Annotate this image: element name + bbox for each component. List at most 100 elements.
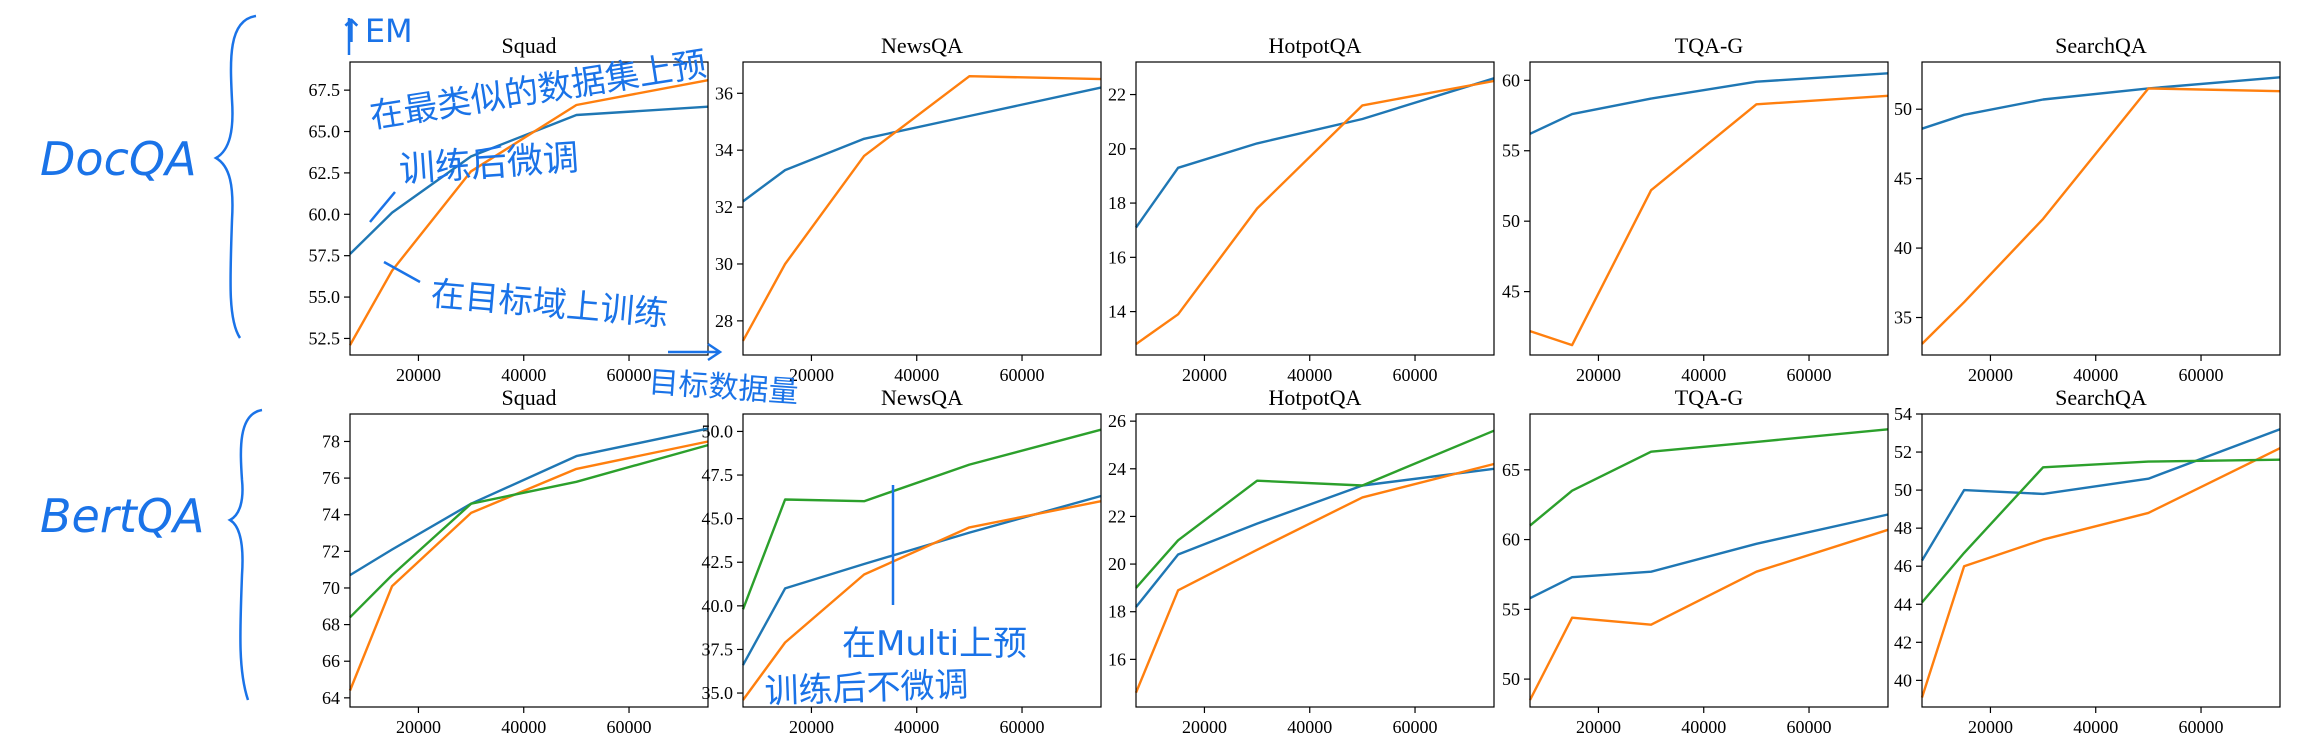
series-line-green: [1135, 429, 1495, 589]
x-tick-label: 40000: [894, 365, 939, 385]
chart-panel: Squad 20000 40000 60000 52.5 55.0 57.5 60.0 62.5…: [309, 33, 709, 385]
multi-note-line1: 在Multi上预: [842, 624, 1027, 664]
x-tick-label: 20000: [1182, 365, 1227, 385]
series-line-orange: [348, 79, 709, 346]
series-line-green: [349, 443, 709, 619]
y-tick-label: 52.5: [309, 328, 341, 348]
series-line-orange: [1921, 87, 2281, 345]
x-tick-label: 60000: [1393, 717, 1438, 737]
chart-title: Squad: [502, 385, 557, 410]
x-tick-label: 20000: [1576, 717, 1621, 737]
x-tick-label: 20000: [396, 717, 441, 737]
x-tick-label: 60000: [2179, 717, 2224, 737]
x-tick-label: 40000: [1287, 365, 1332, 385]
x-tick-label: 20000: [396, 365, 441, 385]
series-line-blue: [1135, 467, 1495, 608]
y-tick-label: 78: [322, 431, 340, 451]
series-line-orange: [1135, 79, 1495, 346]
x-tick-label: 40000: [501, 365, 546, 385]
x-tick-label: 20000: [1968, 717, 2013, 737]
axes-frame: [1529, 413, 1889, 708]
y-tick-label: 67.5: [309, 80, 341, 100]
y-tick-label: 50.0: [702, 421, 734, 441]
y-tick-label: 55: [1502, 599, 1520, 619]
y-tick-label: 18: [1108, 602, 1126, 622]
y-tick-label: 65.0: [309, 122, 341, 142]
chart-panel: NewsQA 20000 40000 60000 28 30 32 34 36: [715, 33, 1102, 385]
series-line-orange: [1528, 528, 1889, 701]
x-tick-label: 40000: [1681, 717, 1726, 737]
x-tick-label: 60000: [1393, 365, 1438, 385]
y-tick-label: 44: [1894, 594, 1912, 614]
x-tick-label: 60000: [1000, 365, 1045, 385]
axes-frame: [349, 61, 709, 356]
row1-label: DocQA: [40, 132, 197, 186]
x-tick-label: 20000: [1576, 365, 1621, 385]
y-tick-label: 37.5: [702, 639, 734, 659]
y-tick-label: 74: [322, 505, 340, 525]
y-tick-label: 18: [1108, 193, 1126, 213]
series-line-blue: [349, 105, 709, 255]
y-tick-label: 20: [1108, 139, 1126, 159]
y-tick-label: 45.0: [702, 509, 734, 529]
chart-title: HotpotQA: [1269, 33, 1362, 58]
y-tick-label: 46: [1894, 556, 1912, 576]
y-tick-label: 52: [1894, 442, 1912, 462]
chart-panel: Squad 20000 40000 60000 64 66 68 70 72 74 76 78: [322, 385, 709, 737]
chart-panel: SearchQA 20000 40000 60000 40 42 44 46 48 50 52 54: [1894, 385, 2281, 737]
y-tick-label: 76: [322, 468, 340, 488]
y-tick-label: 40: [1894, 238, 1912, 258]
handwritten-annotations: DocQA BertQA ↑EM 在最类似的数据集上预 训练后微调 在目标域上训…: [40, 12, 1027, 712]
axes-frame: [742, 413, 1102, 708]
x-tick-label: 20000: [789, 717, 834, 737]
axes-frame: [1135, 61, 1495, 356]
chart-title: NewsQA: [881, 385, 963, 410]
x-tick-label: 40000: [2073, 717, 2118, 737]
y-tick-label: 40.0: [702, 596, 734, 616]
multi-note-line2: 训练后不微调: [764, 665, 969, 712]
y-tick-label: 60.0: [309, 204, 341, 224]
y-tick-label: 54: [1894, 404, 1912, 424]
chart-panel: TQA-G 20000 40000 60000 50 55 60 65: [1502, 385, 1889, 737]
axes-frame: [349, 413, 709, 708]
series-line-blue: [1921, 76, 2281, 130]
y-tick-label: 50: [1894, 99, 1912, 119]
x-tick-label: 40000: [501, 717, 546, 737]
axes-frame: [1921, 413, 2281, 708]
y-tick-label: 45: [1894, 169, 1912, 189]
y-tick-label: 62.5: [309, 163, 341, 183]
series-line-green: [741, 428, 1102, 610]
y-tick-label: 68: [322, 615, 340, 635]
series-line-orange: [741, 75, 1102, 342]
pretrain-note-line1: 在最类似的数据集上预: [367, 44, 709, 137]
y-tick-label: 57.5: [309, 246, 341, 266]
y-tick-label: 65: [1502, 460, 1520, 480]
y-tick-label: 42: [1894, 632, 1912, 652]
x-tick-label: 60000: [1000, 717, 1045, 737]
y-tick-label: 60: [1502, 70, 1520, 90]
y-tick-label: 24: [1108, 459, 1126, 479]
x-tick-label: 40000: [2073, 365, 2118, 385]
x-tick-label: 60000: [607, 717, 652, 737]
series-line-orange: [348, 440, 709, 691]
series-line-green: [1921, 458, 2281, 604]
series-line-blue: [1920, 428, 2281, 562]
y-tick-label: 70: [322, 578, 340, 598]
chart-title: Squad: [502, 33, 557, 58]
chart-panel: SearchQA 20000 40000 60000 35 40 45 50: [1894, 33, 2281, 385]
target-note: 在目标域上训练: [429, 274, 670, 335]
y-tick-label: 28: [715, 311, 733, 331]
y-tick-label: 45: [1502, 282, 1520, 302]
chart-title: NewsQA: [881, 33, 963, 58]
y-tick-label: 50: [1502, 669, 1520, 689]
series-line-orange: [742, 500, 1102, 701]
x-tick-label: 20000: [1182, 717, 1227, 737]
y-tick-label: 22: [1108, 506, 1126, 526]
chart-title: SearchQA: [2055, 33, 2147, 58]
y-tick-label: 26: [1108, 411, 1126, 431]
series-line-green: [1529, 428, 1889, 527]
x-tick-label: 60000: [1787, 717, 1832, 737]
chart-title: TQA-G: [1675, 385, 1744, 410]
y-tick-label: 50: [1502, 211, 1520, 231]
